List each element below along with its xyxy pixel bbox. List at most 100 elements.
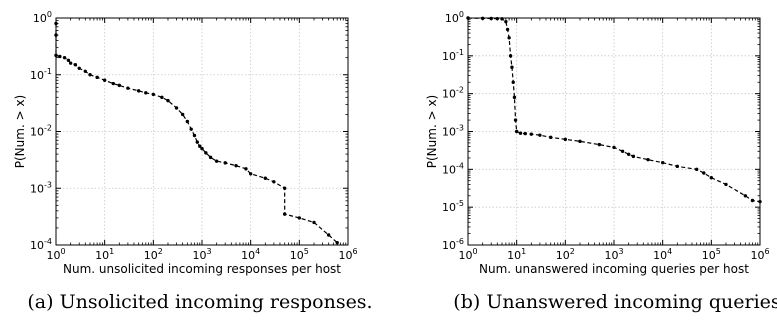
data-point [326, 233, 331, 237]
data-point [505, 27, 510, 32]
data-point [223, 161, 227, 165]
data-point [151, 92, 156, 97]
data-point [136, 89, 141, 93]
data-point [248, 172, 253, 176]
x-tick-label: 104 [241, 247, 260, 262]
data-point [523, 131, 527, 136]
y-tick-label: 10-2 [442, 86, 464, 101]
chart-panel-b: 100 101 102 103 104 105 106 100 10-1 10-2 10-3 10-4… [425, 10, 777, 313]
data-point [88, 73, 92, 77]
x-tick-label: 101 [507, 247, 526, 262]
data-point [192, 133, 197, 138]
x-tick-label: 103 [192, 247, 211, 262]
data-point [335, 240, 339, 245]
data-point [58, 54, 62, 59]
data-point [83, 69, 88, 74]
y-tick-label: 100 [445, 10, 464, 25]
y-axis-label: P(Num. > x) [13, 95, 27, 168]
data-point [518, 131, 523, 135]
x-tick-label: 102 [556, 247, 575, 262]
figure-caption: (b) Unanswered incoming queries. [453, 291, 777, 313]
data-point [263, 176, 268, 180]
y-tick-label: 10-4 [30, 237, 52, 252]
data-point [724, 182, 728, 187]
data-point [514, 129, 519, 134]
x-tick-label: 102 [144, 247, 163, 262]
data-point [180, 112, 185, 117]
data-point [702, 171, 706, 175]
data-point [66, 58, 71, 62]
x-tick-label: 106 [750, 247, 769, 262]
y-axis-label: P(Num. > x) [425, 95, 439, 168]
y-tick-label: 10-1 [442, 48, 464, 63]
y-tick-label: 10-6 [442, 237, 464, 252]
data-point [660, 160, 665, 165]
data-point [631, 154, 636, 159]
data-point [508, 54, 513, 58]
data-point [111, 81, 115, 86]
data-point [214, 159, 219, 163]
data-point [282, 186, 287, 190]
data-point [185, 119, 190, 124]
x-tick-label: 103 [604, 247, 623, 262]
data-point [504, 19, 508, 24]
data-point [513, 118, 518, 122]
data-point [538, 133, 542, 137]
data-point [312, 220, 316, 225]
data-point [117, 83, 122, 88]
data-point [694, 167, 699, 172]
data-point [126, 86, 130, 90]
data-point [750, 198, 755, 203]
data-point [548, 135, 553, 140]
data-point [597, 142, 602, 147]
y-tick-label: 10-1 [30, 67, 52, 82]
data-point [743, 194, 748, 198]
x-tick-label: 105 [702, 247, 721, 262]
data-point [507, 36, 511, 40]
y-tick-label: 10-2 [30, 124, 52, 139]
data-point [73, 63, 78, 67]
data-point [612, 145, 616, 150]
ccdf-line [55, 23, 338, 244]
data-point [102, 78, 107, 82]
data-point [68, 61, 73, 65]
data-point [95, 75, 99, 80]
data-point [511, 80, 515, 84]
data-point [646, 157, 650, 162]
data-point [200, 146, 204, 151]
y-tick-label: 10-5 [442, 199, 464, 214]
figure-caption: (a) Unsolicited incoming responses. [27, 291, 372, 313]
x-tick-label: 105 [290, 247, 309, 262]
data-point [62, 55, 67, 60]
x-tick-label: 106 [338, 247, 357, 262]
data-point [204, 151, 208, 155]
data-point [160, 95, 164, 100]
data-point [626, 152, 631, 156]
x-tick-label: 101 [95, 247, 114, 262]
data-point [495, 16, 500, 21]
data-point [144, 91, 148, 95]
data-point [512, 95, 517, 100]
data-point [675, 164, 680, 169]
x-axis-label: Num. unanswered incoming queries per hos… [479, 262, 749, 276]
data-point [195, 140, 199, 144]
x-tick-label: 100 [458, 247, 477, 262]
data-point [529, 132, 534, 136]
data-point [620, 149, 625, 153]
data-point [578, 139, 582, 144]
y-tick-label: 10-4 [442, 161, 464, 176]
x-tick-label: 100 [46, 247, 65, 262]
x-tick-label: 104 [653, 247, 672, 262]
y-tick-label: 10-3 [30, 180, 52, 195]
data-point [198, 144, 202, 148]
data-point [244, 167, 248, 171]
x-axis-label: Num. unsolicited incoming responses per … [63, 262, 341, 276]
data-point [282, 212, 287, 216]
data-point [208, 155, 213, 160]
data-point [489, 16, 493, 21]
data-point [510, 65, 514, 69]
data-point [234, 163, 238, 168]
data-point [166, 98, 170, 103]
y-tick-label: 100 [33, 10, 52, 25]
